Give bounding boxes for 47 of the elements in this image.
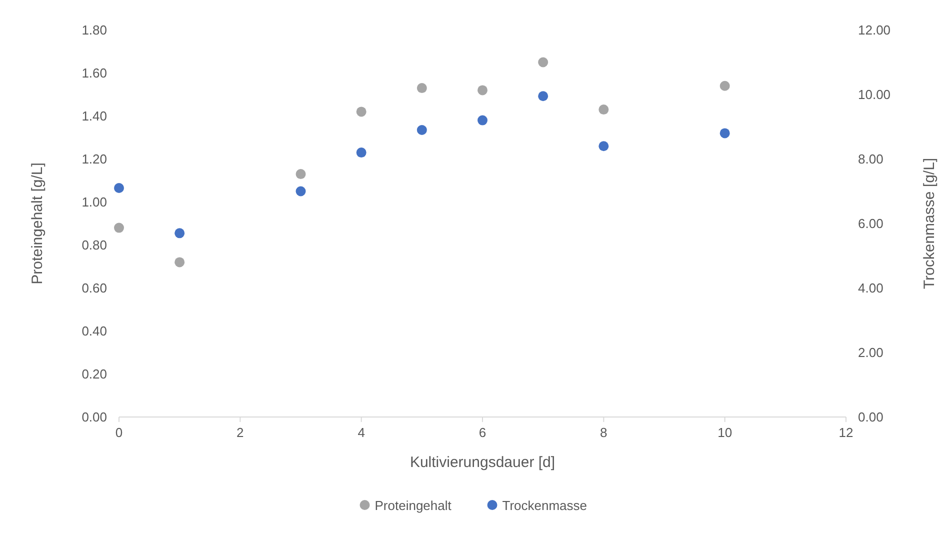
point	[598, 141, 609, 152]
x-axis-title: Kultivierungsdauer [d]	[410, 454, 556, 471]
point	[720, 80, 730, 91]
y-axis-title: Proteingehalt [g/L]	[29, 162, 46, 284]
legend-label: Trockenmasse	[502, 498, 588, 513]
y2-tick-label: 2.00	[858, 345, 884, 360]
x-tick-label: 2	[236, 425, 244, 440]
y-tick-label: 1.60	[82, 66, 107, 80]
y2-axis-title: Trockenmasse [g/L]	[921, 158, 938, 290]
point	[478, 115, 488, 126]
y-tick-label: 0.00	[82, 410, 107, 424]
point	[356, 106, 366, 117]
y2-tick-label: 6.00	[858, 216, 884, 231]
x-tick-label: 4	[358, 425, 365, 440]
y2-tick-label: 10.00	[858, 87, 891, 102]
point	[114, 222, 124, 233]
point	[538, 57, 548, 68]
legend-label: Proteingehalt	[374, 498, 452, 513]
x-tick-label: 8	[600, 425, 608, 440]
point	[174, 257, 185, 268]
point	[114, 183, 124, 194]
y-tick-label: 0.20	[82, 366, 107, 382]
y2-tick-label: 0.00	[858, 410, 884, 424]
y-tick-label: 1.00	[82, 194, 107, 210]
point	[478, 85, 488, 96]
y2-tick-label: 8.00	[858, 152, 884, 166]
x-tick-label: 0	[115, 425, 123, 440]
point	[416, 83, 427, 94]
point	[296, 169, 306, 180]
point	[296, 186, 306, 196]
y-tick-label: 1.40	[82, 108, 107, 124]
point	[356, 148, 366, 158]
point	[720, 128, 730, 138]
y-tick-label: 0.40	[82, 324, 107, 338]
point	[538, 91, 548, 102]
y-tick-label: 0.60	[82, 280, 107, 296]
x-tick-label: 10	[718, 425, 732, 440]
point	[174, 228, 185, 238]
x-tick-label: 6	[478, 425, 486, 440]
y-tick-label: 1.20	[82, 152, 107, 166]
y-tick-label: 1.80	[82, 22, 107, 38]
y2-tick-label: 12.00	[858, 22, 891, 38]
point	[598, 104, 609, 115]
point	[416, 124, 427, 135]
x-tick-label: 12	[838, 425, 854, 440]
y-tick-label: 0.80	[82, 238, 107, 252]
y2-tick-label: 4.00	[858, 280, 884, 296]
